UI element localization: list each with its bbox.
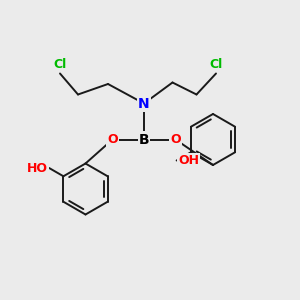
Text: O: O	[170, 133, 181, 146]
Text: O: O	[107, 133, 118, 146]
Text: Cl: Cl	[53, 58, 67, 71]
Text: N: N	[138, 97, 150, 110]
Text: OH: OH	[178, 154, 199, 167]
Text: B: B	[139, 133, 149, 146]
Text: HO: HO	[27, 161, 48, 175]
Text: Cl: Cl	[209, 58, 223, 71]
